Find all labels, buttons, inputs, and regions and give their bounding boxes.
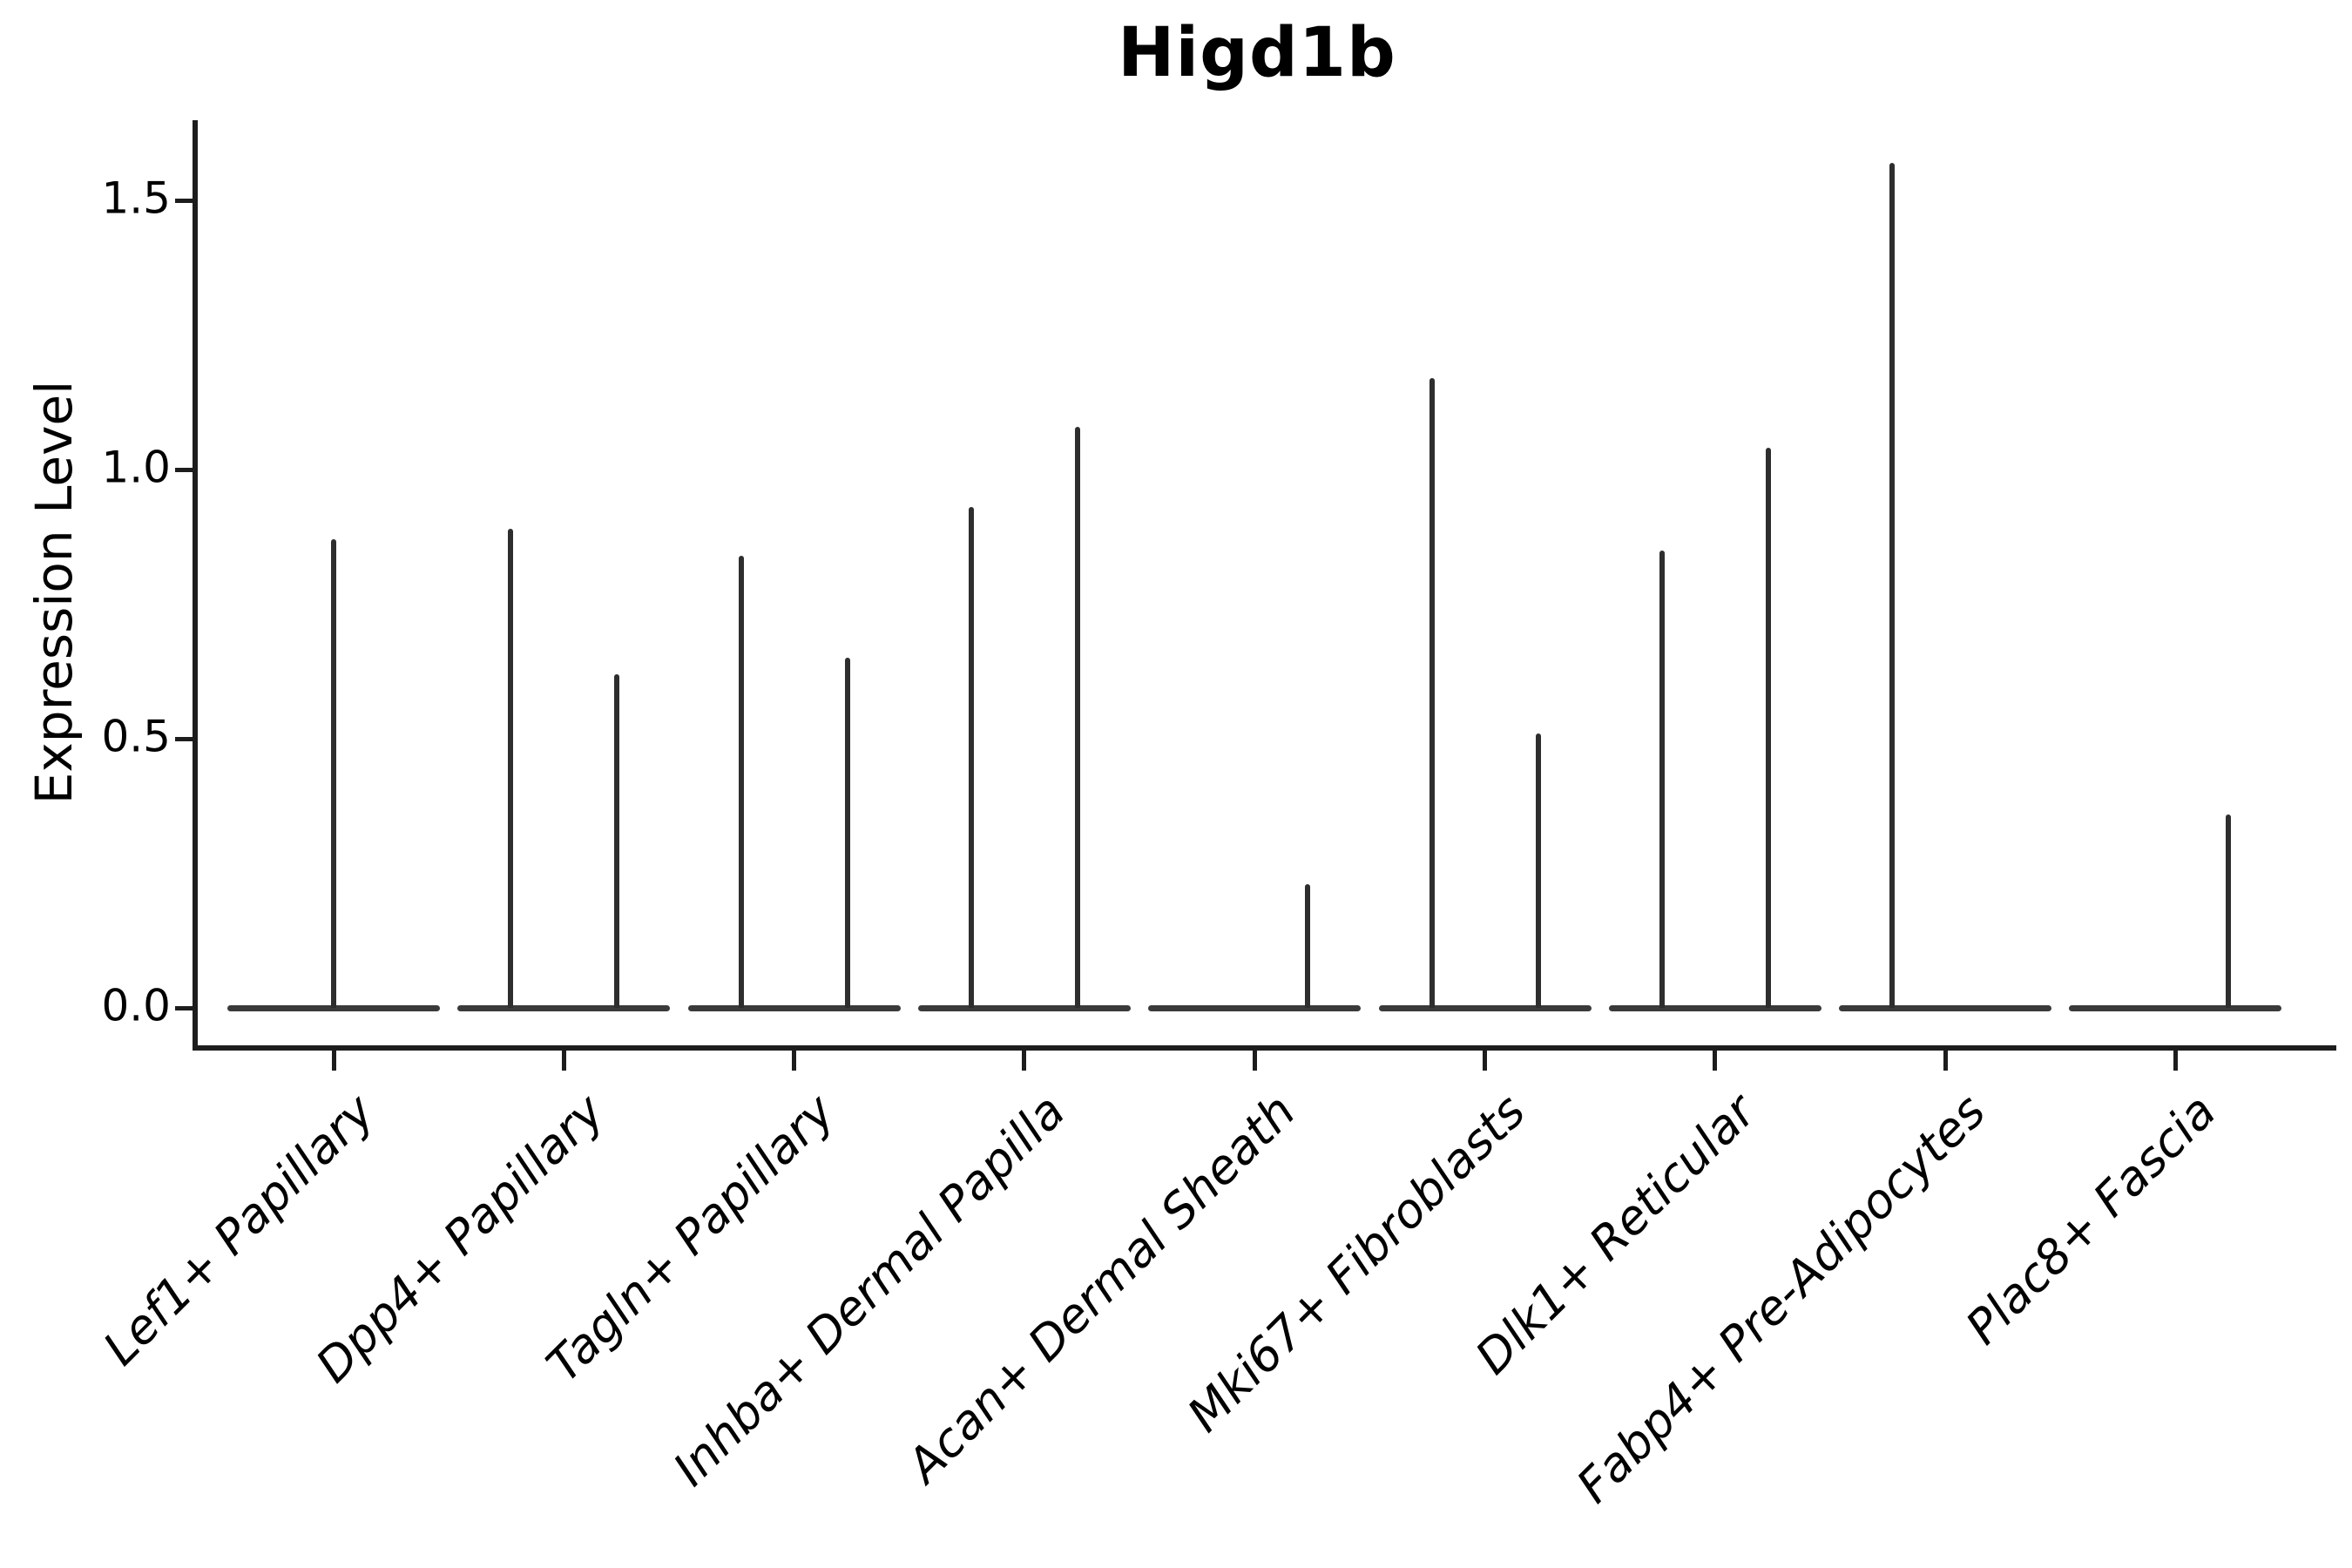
x-tick [1713, 1051, 1718, 1071]
x-tick [2173, 1051, 2178, 1071]
x-tick [1483, 1051, 1487, 1071]
x-tick [1252, 1051, 1257, 1071]
violin-spike [1659, 550, 1665, 1008]
violin-baseline [1608, 1004, 1821, 1011]
x-tick-label: Inhba+ Dermal Papilla [662, 1084, 1076, 1497]
violin-baseline [1839, 1004, 2052, 1011]
violin-spike [1074, 426, 1080, 1008]
x-tick-label: Plac8+ Fascia [1955, 1084, 2227, 1355]
violin-spike [508, 528, 514, 1008]
x-tick [561, 1051, 566, 1071]
x-tick-label: Fabp4+ Pre-Adipocytes [1566, 1084, 1997, 1514]
violin-spike [2226, 814, 2232, 1008]
violin-baseline [917, 1004, 1131, 1011]
y-tick [175, 468, 198, 472]
violin-spike [968, 507, 974, 1008]
y-tick [175, 1006, 198, 1010]
y-tick-label: 1.0 [101, 442, 171, 493]
y-tick-label: 0.5 [101, 711, 171, 762]
violin-baseline [1378, 1004, 1592, 1011]
x-tick [792, 1051, 797, 1071]
violin-spike [738, 555, 744, 1008]
violin-spike [1305, 883, 1311, 1008]
violin-spike [614, 673, 620, 1008]
y-tick [175, 199, 198, 203]
y-tick-label: 0.0 [101, 980, 171, 1031]
violin-baseline [227, 1004, 440, 1011]
violin-spike [331, 539, 336, 1008]
x-tick [1943, 1051, 1948, 1071]
violin-spike [1535, 733, 1541, 1008]
y-tick-label: 1.5 [101, 172, 171, 224]
violin-spike [844, 658, 850, 1008]
violin-baseline [687, 1004, 901, 1011]
violin-baseline [2069, 1004, 2282, 1011]
violin-spike [1765, 448, 1771, 1008]
x-tick-label: Acan+ Dermal Sheath [896, 1084, 1306, 1493]
x-tick [331, 1051, 336, 1071]
x-tick [1022, 1051, 1027, 1071]
violin-spike [1889, 162, 1896, 1008]
y-axis-line [193, 120, 198, 1051]
violin-spike [1429, 377, 1435, 1008]
violin-baseline [457, 1004, 671, 1011]
y-tick [175, 737, 198, 741]
violin-baseline [1148, 1004, 1362, 1011]
plot-title: Higd1b [1118, 14, 1396, 92]
x-axis-line [193, 1045, 2336, 1051]
